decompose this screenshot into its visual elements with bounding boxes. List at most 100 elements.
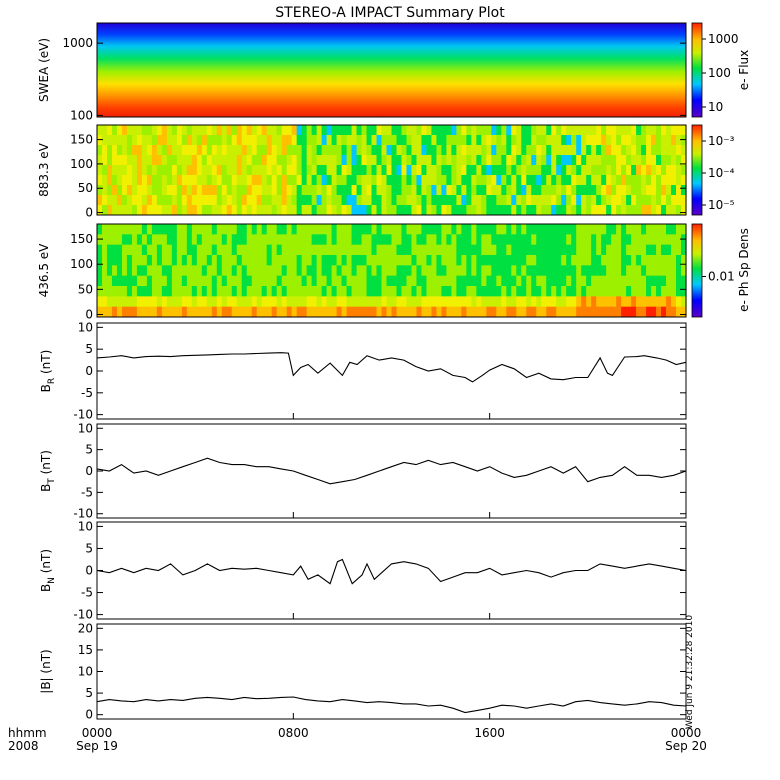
spectrogram-cell	[116, 155, 123, 166]
spectrogram-cell	[396, 175, 403, 186]
spectrogram-cell	[671, 155, 677, 166]
spectrogram-cell	[436, 255, 443, 266]
spectrogram-cell	[501, 234, 507, 246]
spectrogram-cell	[191, 275, 198, 287]
spectrogram-cell	[241, 224, 248, 235]
spectrogram-cell	[151, 296, 158, 308]
spectrogram-cell	[596, 296, 602, 308]
spectrogram-cell	[591, 296, 597, 308]
spectrogram-cell	[326, 244, 333, 256]
spectrogram-cell	[251, 255, 258, 266]
spectrogram-cell	[181, 175, 188, 186]
spectrogram-cell	[506, 306, 512, 318]
spectrogram-cell	[131, 125, 138, 136]
spectrogram-cell	[266, 165, 273, 176]
spectrogram-cell	[651, 275, 657, 287]
spectrogram-cell	[561, 224, 567, 235]
spectrogram-cell	[161, 306, 168, 318]
spectrogram-cell	[101, 224, 108, 235]
spectrogram-cell	[296, 185, 303, 196]
spectrogram-cell	[251, 234, 258, 246]
line-panel-frame	[96, 623, 687, 720]
spectrogram-cell	[536, 175, 542, 186]
spectrogram-cell	[286, 224, 293, 235]
spectrogram-cell	[421, 205, 428, 216]
spectrogram-cell	[111, 234, 118, 246]
spectrogram-cell	[661, 135, 667, 146]
spectrogram-cell	[156, 175, 163, 186]
spectrogram-cell	[511, 195, 517, 206]
spectrogram-cell	[141, 265, 148, 277]
spectrogram-cell	[176, 125, 183, 136]
spectrogram-cell	[476, 125, 482, 136]
spectrogram-cell	[346, 265, 353, 277]
spectrogram-cell	[591, 244, 597, 256]
spectrogram-cell	[491, 195, 497, 206]
spectrogram-cell	[531, 175, 537, 186]
spectrogram-cell	[146, 306, 153, 318]
spectrogram-cell	[541, 135, 547, 146]
spectrogram-cell	[386, 265, 393, 277]
spectrogram-cell	[246, 195, 253, 206]
spectrogram-cell	[256, 244, 263, 256]
spectrogram-cell	[631, 296, 637, 308]
spectrogram-cell	[581, 175, 587, 186]
colorbar-tick-label: 10⁻⁵	[708, 198, 735, 212]
spectrogram-cell	[171, 175, 178, 186]
spectrogram-cell	[446, 306, 452, 318]
spectrogram-cell	[341, 265, 348, 277]
spectrogram-cell	[286, 286, 293, 297]
spectrogram-cell	[581, 165, 587, 176]
spectrogram-cell	[391, 165, 398, 176]
spectrogram-cell	[271, 155, 278, 166]
spectrogram-cell	[641, 175, 647, 186]
field-series-line	[96, 696, 687, 714]
spectrogram-cell	[526, 145, 532, 156]
spectrogram-cell	[376, 175, 383, 186]
spectrogram-cell	[491, 234, 497, 246]
spectrogram-cell	[306, 145, 313, 156]
spectrogram-cell	[126, 275, 133, 287]
spectrogram-cell	[606, 135, 612, 146]
spectrogram-cell	[196, 135, 203, 146]
spectrogram-cell	[621, 265, 627, 277]
spectrogram-cell	[346, 296, 353, 308]
spectrogram-cell	[501, 275, 507, 287]
spectrogram-cell	[506, 155, 512, 166]
spectrogram-cell	[591, 306, 597, 318]
spectrogram-cell	[441, 275, 448, 287]
spectrogram-cell	[261, 205, 268, 216]
spectrogram-cell	[661, 265, 667, 277]
spectrogram-cell	[531, 135, 537, 146]
spectrogram-cell	[226, 296, 233, 308]
spectrogram-cell	[211, 244, 218, 256]
spectrogram-cell	[211, 275, 218, 287]
spectrogram-cell	[291, 205, 298, 216]
spectrogram-cell	[556, 234, 562, 246]
spectrogram-cell	[421, 155, 428, 166]
spectrogram-cell	[551, 185, 557, 196]
spectrogram-cell	[171, 125, 178, 136]
spectrogram-cell	[576, 306, 582, 318]
spectrogram-cell	[256, 275, 263, 287]
spectrogram-cell	[251, 185, 258, 196]
spectrogram-cell	[246, 125, 253, 136]
spectrogram-cell	[221, 286, 228, 297]
spectrogram-cell	[126, 296, 133, 308]
spectrogram-cell	[666, 135, 672, 146]
spectrogram-cell	[596, 175, 602, 186]
spectrogram-cell	[521, 275, 527, 287]
spectrogram-cell	[666, 195, 672, 206]
spectrogram-cell	[421, 145, 428, 156]
spectrogram-cell	[511, 224, 517, 235]
spectrogram-cell	[311, 165, 318, 176]
spectrogram-cell	[506, 185, 512, 196]
spectrogram-cell	[236, 155, 243, 166]
spectrogram-cell	[436, 125, 443, 136]
spectrogram-cell	[436, 275, 443, 287]
spectrogram-cell	[441, 125, 448, 136]
spectrogram-cell	[491, 125, 497, 136]
spectrogram-cell	[656, 296, 662, 308]
spectrogram-cell	[181, 125, 188, 136]
